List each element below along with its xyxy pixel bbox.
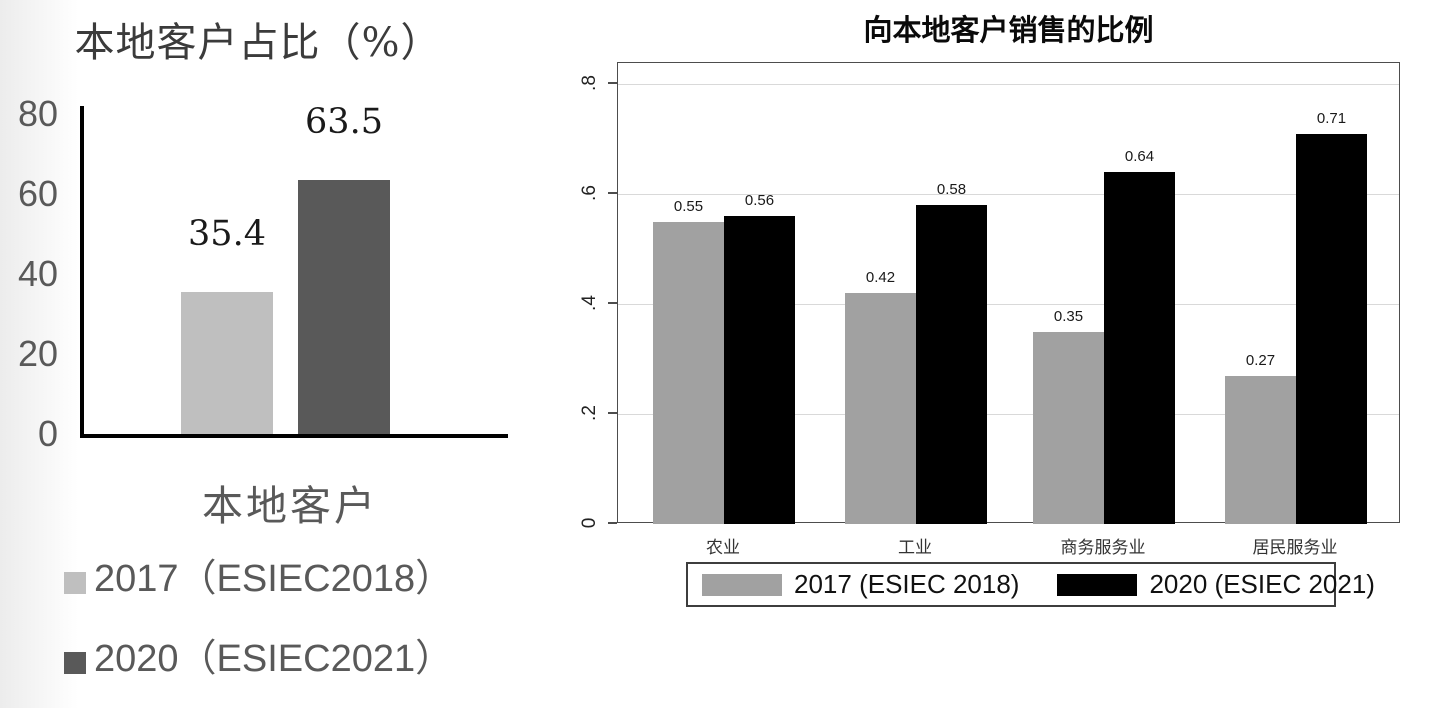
right-plot-area: 0.55 0.42 0.35 0.27 0.56 0.58 0.64 0.71 (617, 62, 1400, 524)
right-y-tick-label: .4 (579, 295, 600, 311)
right-bar-2017-2 (1033, 331, 1104, 524)
left-bar-value-label: 63.5 (305, 102, 383, 142)
left-legend-swatch (64, 652, 86, 674)
gridline (618, 414, 1399, 415)
right-y-tick-mark (608, 302, 617, 304)
right-bar-2020-0 (724, 216, 795, 524)
right-bar-2017-1 (845, 293, 916, 524)
right-bar-value-label: 0.35 (1053, 307, 1084, 325)
left-legend-label: 2020（ESIEC2021） (94, 638, 454, 680)
right-legend-label: 2017 (ESIEC 2018) (794, 569, 1020, 599)
right-bar-value-label: 0.27 (1245, 351, 1276, 369)
right-bar-2017-3 (1225, 375, 1296, 524)
gridline (618, 84, 1399, 85)
left-x-axis-line (80, 434, 508, 438)
left-bar-2020 (298, 180, 390, 434)
right-bar-value-label: 0.55 (673, 197, 704, 215)
right-legend-swatch (1057, 573, 1138, 596)
right-category-label: 居民服务业 (1252, 538, 1338, 557)
right-category-label: 商务服务业 (1060, 538, 1146, 557)
right-legend-label: 2020 (ESIEC 2021) (1149, 569, 1375, 599)
left-legend-swatch (64, 572, 86, 594)
left-bar-chart: 本地客户占比（%） 0 20 40 60 80 35.4 63.5 本地客户 2017（E… (0, 0, 555, 708)
right-bar-2020-2 (1104, 172, 1175, 524)
left-legend-item: 2017（ESIEC2018） (64, 556, 453, 602)
left-x-axis-label: 本地客户 (202, 483, 378, 529)
right-y-tick-label: 0 (579, 517, 600, 529)
left-legend-item: 2020（ESIEC2021） (64, 636, 453, 682)
left-bar-value-label: 35.4 (188, 214, 266, 255)
right-y-tick-mark (608, 82, 617, 84)
left-y-tick-label: 60 (17, 173, 58, 214)
right-y-tick-label: .8 (579, 75, 600, 91)
right-bar-2020-1 (916, 205, 987, 524)
left-y-tick-label: 20 (17, 333, 58, 374)
right-y-tick-mark (608, 412, 617, 414)
right-y-tick-label: .6 (579, 185, 600, 201)
right-legend-swatch (702, 573, 782, 596)
right-bar-value-label: 0.58 (936, 181, 967, 198)
right-bar-value-label: 0.64 (1124, 148, 1155, 165)
right-bar-chart: 向本地客户销售的比例 0.2.4.6.8 0.55 0.42 0.35 0.27 0.5… (560, 0, 1443, 708)
left-legend-label: 2017（ESIEC2018） (94, 558, 454, 600)
right-category-label: 农业 (706, 538, 740, 557)
right-category-label: 工业 (898, 538, 932, 557)
right-y-tick-mark (608, 522, 617, 524)
right-bar-2020-3 (1296, 133, 1367, 524)
right-y-tick-label: .2 (579, 405, 600, 421)
left-y-tick-label: 0 (37, 413, 58, 454)
left-y-tick-label: 40 (17, 253, 58, 294)
right-bar-value-label: 0.71 (1316, 109, 1347, 127)
right-y-tick-mark (608, 192, 617, 194)
left-chart-title: 本地客户占比（%） (74, 20, 442, 66)
gridline (618, 194, 1399, 195)
left-bar-2017 (181, 292, 273, 434)
right-bar-2017-0 (653, 221, 724, 524)
gridline (618, 304, 1399, 305)
right-legend: 2017 (ESIEC 2018) 2020 (ESIEC 2021) (686, 562, 1375, 607)
right-chart-title: 向本地客户销售的比例 (863, 15, 1154, 47)
right-bar-value-label: 0.42 (865, 269, 896, 286)
left-y-tick-label: 80 (17, 93, 58, 134)
left-y-axis-line (80, 106, 84, 438)
right-bar-value-label: 0.56 (744, 192, 775, 209)
